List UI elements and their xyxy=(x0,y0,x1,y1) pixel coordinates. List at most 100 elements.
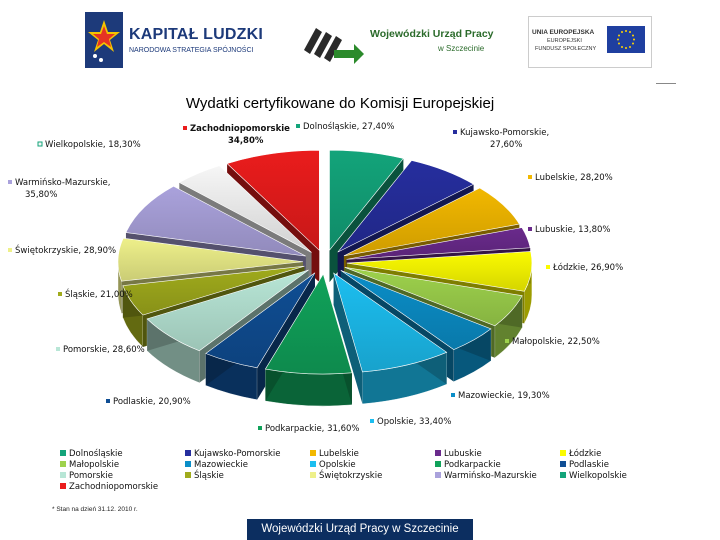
legend-label-pomorskie: Pomorskie xyxy=(69,471,113,481)
star-logo-icon xyxy=(85,12,123,68)
legend-swatch-lubelskie xyxy=(310,450,316,456)
legend-label-slaskie: Śląskie xyxy=(194,471,224,481)
wup-logo-line2: w Szczecinie xyxy=(438,44,485,53)
legend-label-swietokrzyskie: Świętokrzyskie xyxy=(319,471,383,481)
legend-swatch-wielkopolskie xyxy=(560,472,566,478)
legend-label-lubelskie: Lubelskie xyxy=(319,449,359,459)
legend-swatch-lodzkie xyxy=(560,450,566,456)
pie-slice-podkarpackie xyxy=(264,273,353,375)
legend-item-podlaskie: Podlaskie xyxy=(560,460,609,470)
legend-swatch-dolnoslaskie xyxy=(60,450,66,456)
data-label-podlaskie: Podlaskie, 20,90% xyxy=(113,397,191,407)
label-swatch-zachodniopomorskie xyxy=(183,126,187,130)
label-swatch-swietokrzyskie xyxy=(8,248,12,252)
pie-slice-opolskie xyxy=(333,272,448,373)
legend-item-lubelskie: Lubelskie xyxy=(310,449,359,459)
label-swatch-pomorskie xyxy=(56,347,60,351)
legend-item-opolskie: Opolskie xyxy=(310,460,356,470)
label-swatch-podlaskie xyxy=(106,399,110,403)
data-label-slaskie: Śląskie, 21,00% xyxy=(65,288,133,300)
label-swatch-lubelskie xyxy=(528,175,532,179)
legend-item-mazowieckie: Mazowieckie xyxy=(185,460,248,470)
legend-swatch-lubuskie xyxy=(435,450,441,456)
data-label-kujawsko-pomorskie-value: 27,60% xyxy=(490,140,522,150)
label-swatch-lubuskie xyxy=(528,227,532,231)
data-label-wielkopolskie: Wielkopolskie, 18,30% xyxy=(45,140,141,150)
label-swatch-malopolskie xyxy=(505,339,509,343)
data-label-pomorskie: Pomorskie, 28,60% xyxy=(63,345,145,355)
data-label-zachodniopomorskie-value: 34,80% xyxy=(228,136,264,146)
legend-item-pomorskie: Pomorskie xyxy=(60,471,113,481)
eu-logo-line2: EUROPEJSKI xyxy=(547,38,582,44)
kapital-ludzki-title: KAPITAŁ LUDZKI xyxy=(129,26,264,43)
eu-logo: UNIA EUROPEJSKA EUROPEJSKI FUNDUSZ SPOŁE… xyxy=(528,16,652,68)
legend-item-warminsko-mazurskie: Warmińsko-Mazurskie xyxy=(435,471,537,481)
pie-slice-pomorskie xyxy=(146,269,309,352)
data-label-swietokrzyskie: Świętokrzyskie, 28,90% xyxy=(15,244,116,256)
data-label-warminsko-mazurskie-value: 35,80% xyxy=(25,190,57,200)
kapital-ludzki-logo: KAPITAŁ LUDZKI NARODOWA STRATEGIA SPÓJNO… xyxy=(85,12,275,72)
legend-swatch-warminsko-mazurskie xyxy=(435,472,441,478)
legend-label-podkarpackie: Podkarpackie xyxy=(444,460,501,470)
pie-tops xyxy=(117,149,533,375)
pie-slice-dolnoslaskie xyxy=(329,149,404,252)
data-label-opolskie: Opolskie, 33,40% xyxy=(377,417,451,427)
label-swatch-dolnoslaskie xyxy=(296,124,300,128)
legend-swatch-malopolskie xyxy=(60,461,66,467)
data-label-lodzkie: Łódzkie, 26,90% xyxy=(552,262,623,273)
wup-logo-line1: Wojewódzki Urząd Pracy xyxy=(370,28,494,40)
eu-logo-line1: UNIA EUROPEJSKA xyxy=(532,29,595,36)
legend-swatch-podlaskie xyxy=(560,461,566,467)
legend-item-malopolskie: Małopolskie xyxy=(60,460,119,470)
data-label-mazowieckie: Mazowieckie, 19,30% xyxy=(458,391,550,401)
label-swatch-slaskie xyxy=(58,292,62,296)
legend-label-dolnoslaskie: Dolnośląskie xyxy=(69,449,123,459)
label-swatch-warminsko-mazurskie xyxy=(8,180,12,184)
legend-item-wielkopolskie: Wielkopolskie xyxy=(560,471,627,481)
legend-swatch-kujawsko-pomorskie xyxy=(185,450,191,456)
legend-item-podkarpackie: Podkarpackie xyxy=(435,460,501,470)
pie-slice-swietokrzyskie xyxy=(117,237,304,282)
legend-swatch-slaskie xyxy=(185,472,191,478)
pie-slice-lodzkie xyxy=(346,251,533,292)
legend-item-lodzkie: Łódzkie xyxy=(560,449,601,459)
pie-slice-wielkopolskie xyxy=(178,165,312,253)
data-label-lubelskie: Lubelskie, 28,20% xyxy=(535,173,613,183)
data-label-lubuskie: Lubuskie, 13,80% xyxy=(535,225,611,235)
pie-slice-zachodniopomorskie xyxy=(226,150,320,252)
data-labels: Dolnośląskie, 27,40% Kujawsko-Pomorskie, 2… xyxy=(8,121,623,434)
data-label-warminsko-mazurskie: Warmińsko-Mazurskie, xyxy=(15,178,110,188)
data-label-malopolskie: Małopolskie, 22,50% xyxy=(512,337,600,347)
legend-label-opolskie: Opolskie xyxy=(319,460,356,470)
legend-swatch-opolskie xyxy=(310,461,316,467)
pie-slice-slaskie xyxy=(122,265,305,316)
pie-slice-edge-opolskie xyxy=(333,273,363,404)
legend-label-warminsko-mazurskie: Warmińsko-Mazurskie xyxy=(444,471,537,481)
label-swatch-wielkopolskie xyxy=(37,141,43,147)
legend-item-swietokrzyskie: Świętokrzyskie xyxy=(310,471,382,481)
data-label-dolnoslaskie: Dolnośląskie, 27,40% xyxy=(303,121,394,132)
legend-label-mazowieckie: Mazowieckie xyxy=(194,460,248,470)
header-divider xyxy=(656,83,676,84)
legend-label-lodzkie: Łódzkie xyxy=(569,449,602,459)
legend-label-wielkopolskie: Wielkopolskie xyxy=(569,471,627,481)
pie-slice-kujawsko-pomorskie xyxy=(337,160,475,253)
label-swatch-opolskie xyxy=(370,419,374,423)
legend-item-dolnoslaskie: Dolnośląskie xyxy=(60,449,123,459)
legend-label-kujawsko-pomorskie: Kujawsko-Pomorskie xyxy=(194,449,281,459)
chart-title: Wydatki certyfikowane do Komisji Europej… xyxy=(185,95,495,112)
kapital-ludzki-subtitle: NARODOWA STRATEGIA SPÓJNOŚCI xyxy=(129,47,254,54)
data-label-kujawsko-pomorskie: Kujawsko-Pomorskie, xyxy=(460,128,549,138)
wup-logo: Wojewódzki Urząd Pracy w Szczecinie xyxy=(298,14,498,70)
wup-graphic-icon xyxy=(304,28,364,64)
eu-flag-icon xyxy=(607,26,645,53)
footnote: * Stan na dzień 31.12. 2010 r. xyxy=(52,506,138,513)
data-label-zachodniopomorskie-name: Zachodniopomorskie xyxy=(190,124,290,134)
legend-item-lubuskie: Lubuskie xyxy=(435,449,482,459)
legend-item-kujawsko-pomorskie: Kujawsko-Pomorskie xyxy=(185,449,280,459)
pie-slice-podlaskie xyxy=(205,272,316,369)
label-swatch-podkarpackie xyxy=(258,426,262,430)
legend-label-malopolskie: Małopolskie xyxy=(69,460,120,470)
legend-label-podlaskie: Podlaskie xyxy=(569,460,609,470)
